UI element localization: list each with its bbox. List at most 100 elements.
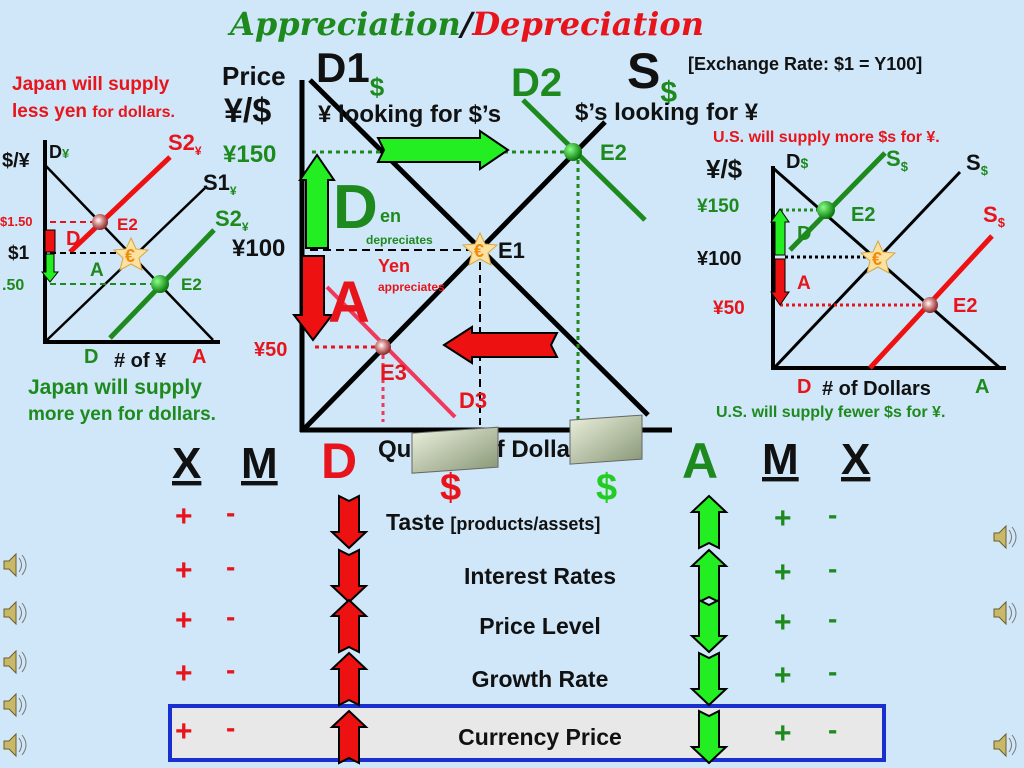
speaker-icon[interactable] bbox=[3, 553, 27, 577]
header-x-right: X bbox=[841, 435, 870, 484]
supply-arrow-down-icon bbox=[689, 709, 729, 765]
speaker-icon[interactable] bbox=[3, 601, 27, 625]
determinants-table: X M D A M X $ $ + - Taste [products/assets]… bbox=[168, 414, 886, 765]
left-bottom-note-1: Japan will supply bbox=[28, 376, 202, 399]
unit-label: ¥/$ bbox=[224, 92, 271, 130]
appreciates-label: appreciates bbox=[378, 280, 445, 294]
price-150: ¥150 bbox=[223, 141, 276, 168]
e1-label: E1 bbox=[498, 238, 525, 263]
supply-arrow-up-icon bbox=[689, 548, 729, 604]
x-plus: + bbox=[175, 657, 193, 690]
speaker-icon[interactable] bbox=[3, 650, 27, 674]
dollar-bill-icon: $ bbox=[569, 414, 643, 509]
x-minus: - bbox=[828, 499, 837, 530]
e3-point bbox=[375, 339, 391, 355]
right-up-arrow bbox=[770, 208, 790, 256]
left-d-label: D¥ bbox=[49, 142, 70, 162]
main-graph: Price ¥/$ D1$ D2 S$ [Exchange Rate: $1 =… bbox=[222, 43, 922, 463]
demand-arrow-up-icon bbox=[329, 709, 369, 765]
x-plus: + bbox=[175, 715, 193, 748]
left-s2-red-line bbox=[68, 155, 172, 254]
title: Appreciation/Depreciation bbox=[227, 5, 704, 43]
en-label: en bbox=[380, 206, 401, 226]
header-m-left: M bbox=[241, 439, 278, 488]
price-100: ¥100 bbox=[232, 235, 285, 262]
speaker-icon[interactable] bbox=[3, 733, 27, 757]
price-down-arrow bbox=[291, 255, 335, 342]
title-slash: / bbox=[458, 5, 476, 43]
table-row: + - Growth Rate + - bbox=[175, 651, 837, 707]
yen-label: Yen bbox=[378, 256, 410, 276]
m-minus: - bbox=[226, 712, 235, 743]
x-plus: + bbox=[175, 500, 193, 533]
big-d-label: D bbox=[333, 173, 378, 242]
right-price-100: ¥100 bbox=[697, 248, 742, 270]
demand-arrow-down-icon bbox=[329, 548, 369, 604]
table-row: + - Taste [products/assets] + - bbox=[175, 494, 837, 550]
right-supply-green-line bbox=[788, 151, 887, 252]
right-top-note: U.S. will supply more $s for ¥. bbox=[713, 129, 940, 146]
table-row: + - Currency Price + - bbox=[175, 709, 837, 765]
header-m-right: M bbox=[762, 435, 799, 484]
left-x-axis-label: # of ¥ bbox=[114, 350, 167, 372]
x-minus: - bbox=[828, 656, 837, 687]
left-up-arrow bbox=[44, 229, 56, 253]
m-plus: + bbox=[774, 717, 792, 750]
right-x-a: A bbox=[975, 376, 989, 398]
table-row: + - Interest Rates + - bbox=[175, 548, 837, 604]
header-d: D bbox=[321, 433, 357, 489]
exchange-rate: [Exchange Rate: $1 = Y100] bbox=[688, 54, 922, 74]
right-x-d: D bbox=[797, 376, 811, 398]
left-e2-green-label: E2 bbox=[181, 275, 202, 294]
row-label: Price Level bbox=[479, 613, 600, 639]
s-label: S$ bbox=[627, 43, 677, 109]
right-e2-green-label: E2 bbox=[851, 204, 875, 226]
row-label: Interest Rates bbox=[464, 563, 616, 589]
demand-d3-line bbox=[325, 285, 457, 419]
speaker-icon[interactable] bbox=[3, 693, 27, 717]
left-price-50: .50 bbox=[2, 277, 24, 294]
demand-increase-arrow bbox=[376, 129, 510, 171]
m-minus: - bbox=[226, 654, 235, 685]
demand-arrow-up-icon bbox=[329, 651, 369, 707]
speaker-icon[interactable] bbox=[993, 601, 1017, 625]
left-graph: Japan will supply less yen for dollars. … bbox=[0, 74, 249, 425]
left-price-150: $1.50 bbox=[0, 214, 33, 229]
right-s-label: S$ bbox=[966, 150, 989, 178]
supply-arrow-down-icon bbox=[689, 651, 729, 707]
right-graph: U.S. will supply more $s for ¥. ¥/$ D$ S… bbox=[697, 129, 1006, 421]
right-down-arrow bbox=[770, 258, 790, 306]
d3-label: D3 bbox=[459, 388, 487, 413]
x-minus: - bbox=[828, 553, 837, 584]
m-minus: - bbox=[226, 601, 235, 632]
left-price-100: $1 bbox=[8, 243, 30, 264]
x-minus: - bbox=[828, 714, 837, 745]
title-appreciation: Appreciation bbox=[227, 5, 461, 43]
highlighted-row-box bbox=[168, 704, 886, 762]
svg-text:$: $ bbox=[440, 467, 461, 509]
left-d-shift-label: D bbox=[66, 228, 80, 250]
left-x-a: A bbox=[192, 346, 206, 368]
x-minus: - bbox=[828, 603, 837, 634]
demand-arrow-down-icon bbox=[329, 494, 369, 550]
right-bottom-note: U.S. will supply fewer $s for ¥. bbox=[716, 404, 945, 421]
left-x-d: D bbox=[84, 346, 98, 368]
e2-label: E2 bbox=[600, 140, 627, 165]
d2-label: D2 bbox=[511, 61, 562, 105]
right-x-axis-label: # of Dollars bbox=[822, 378, 931, 400]
svg-text:$: $ bbox=[596, 467, 617, 509]
demand-decrease-arrow bbox=[442, 325, 559, 365]
price-50: ¥50 bbox=[254, 339, 287, 361]
left-axis-label: $/¥ bbox=[2, 150, 31, 172]
left-e2-red-label: E2 bbox=[117, 215, 138, 234]
price-label: Price bbox=[222, 61, 286, 91]
table-row: + - Price Level + - bbox=[175, 598, 837, 654]
supply-line bbox=[303, 120, 607, 430]
row-label: Taste [products/assets] bbox=[386, 509, 600, 535]
speaker-icon[interactable] bbox=[993, 525, 1017, 549]
depreciates-label: depreciates bbox=[366, 233, 433, 247]
x-plus: + bbox=[175, 554, 193, 587]
left-s1-label: S1¥ bbox=[203, 170, 237, 198]
speaker-icon[interactable] bbox=[993, 733, 1017, 757]
